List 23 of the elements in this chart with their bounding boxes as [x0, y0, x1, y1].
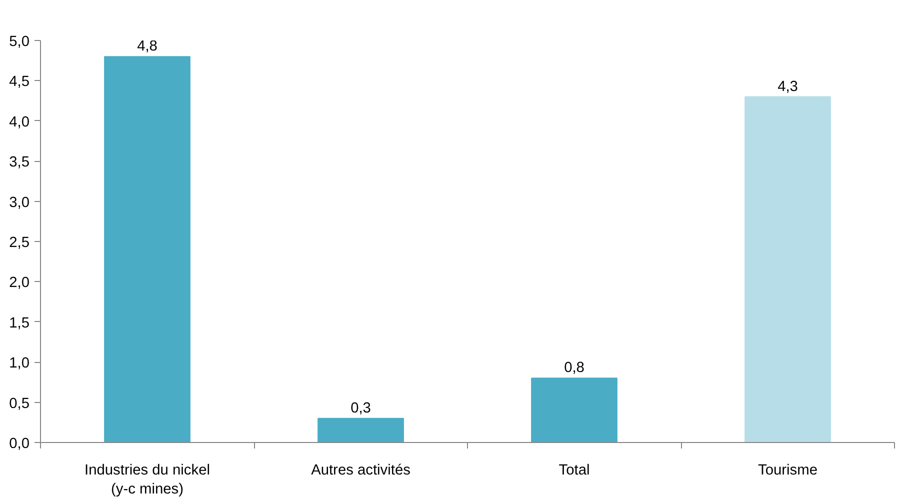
x-tick-label: Total: [558, 462, 590, 478]
x-tick-label: Autres activités: [311, 462, 410, 478]
y-tick-label: 4,0: [9, 114, 30, 130]
y-tick-label: 4,5: [9, 74, 30, 90]
data-label: 4,8: [137, 38, 158, 55]
y-tick-label: 5,0: [9, 34, 30, 50]
bar: [531, 378, 618, 442]
y-tick-label: 0,0: [9, 436, 30, 452]
y-tick-label: 1,5: [9, 315, 30, 332]
data-label: 0,8: [564, 360, 584, 376]
y-tick-label: 3,5: [9, 154, 30, 171]
y-tick-label: 3,0: [9, 194, 30, 211]
bar: [104, 56, 190, 442]
bar: [744, 96, 831, 442]
bar: [318, 418, 404, 442]
data-label: 0,3: [350, 400, 371, 416]
data-label: 4,3: [778, 78, 798, 95]
y-tick-label: 2,0: [9, 275, 30, 292]
y-tick-label: 2,5: [9, 235, 30, 251]
y-tick-label: 1,0: [9, 356, 30, 372]
x-tick-label: Industries du nickel (y-c mines): [84, 462, 210, 498]
x-tick-label: Tourisme: [758, 462, 818, 478]
y-tick-label: 0,5: [9, 396, 30, 412]
